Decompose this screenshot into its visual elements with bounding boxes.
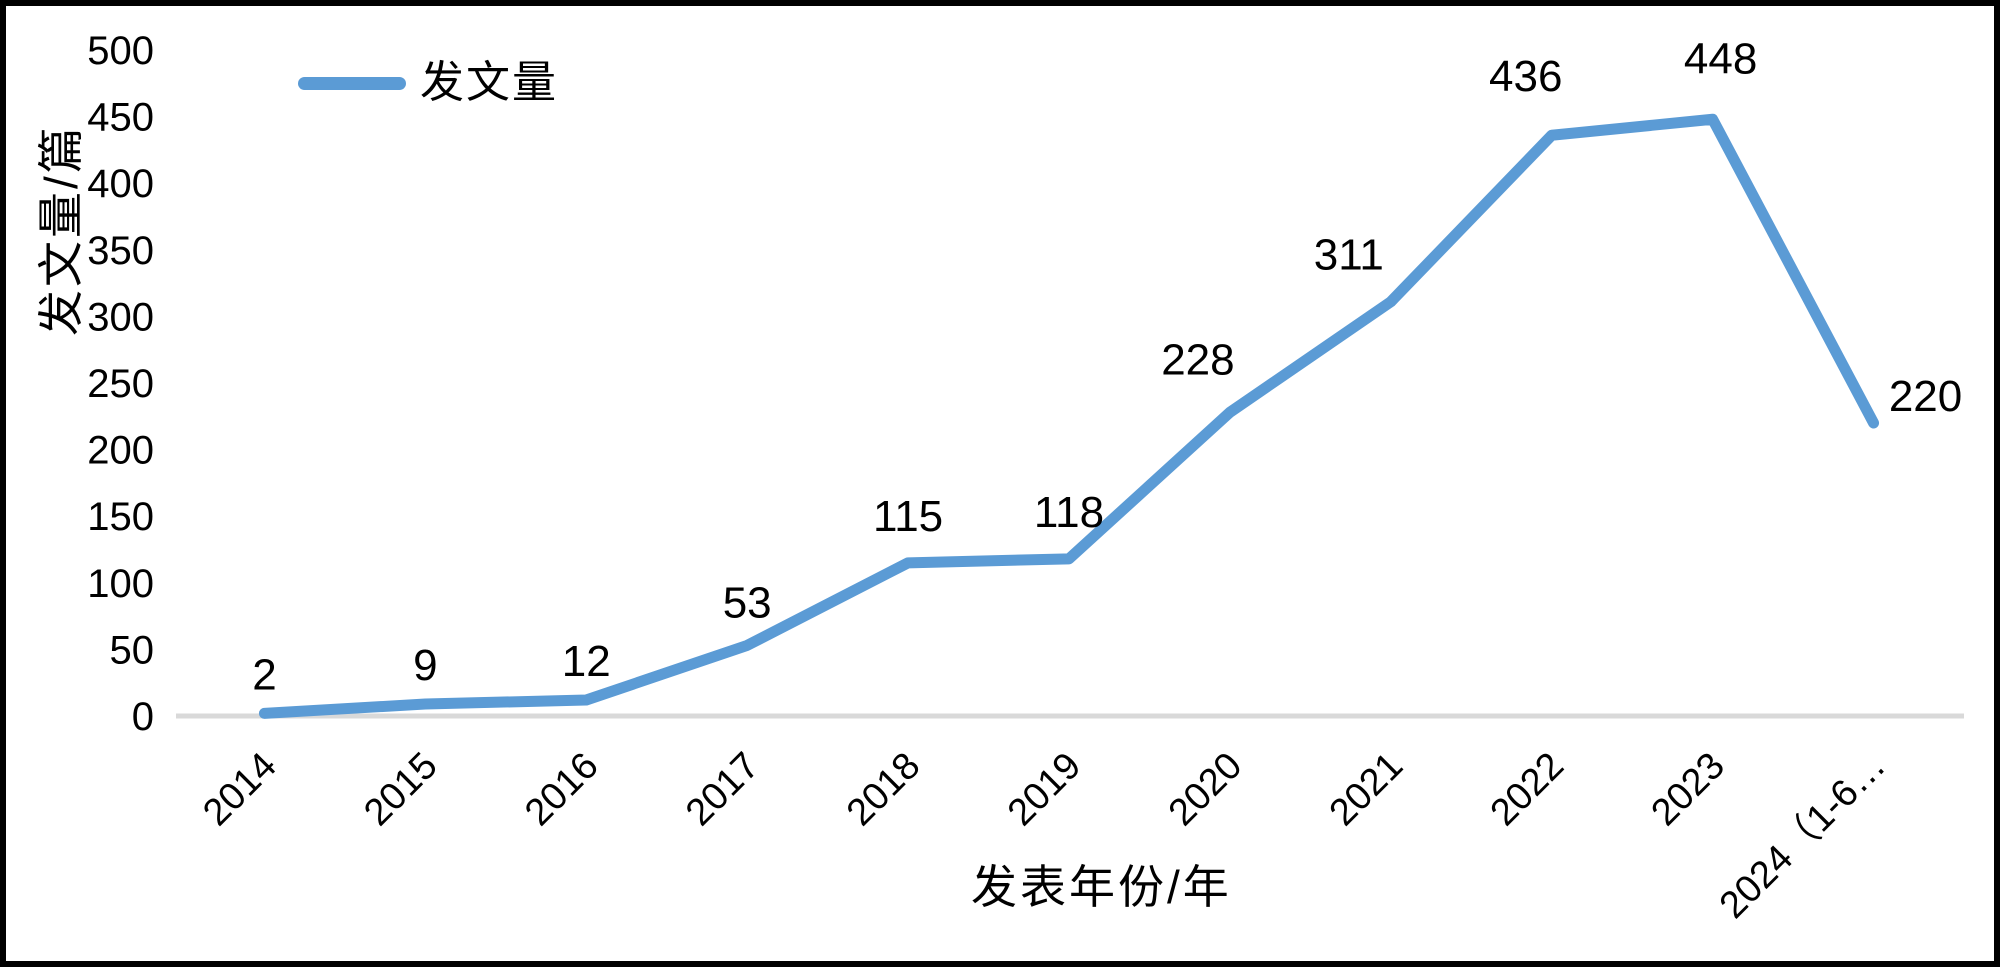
y-tick-label: 400 xyxy=(87,162,154,206)
series-line xyxy=(258,113,1880,719)
x-tick-label: 2024（1-6… xyxy=(1712,745,1894,927)
y-tick-label: 50 xyxy=(110,628,155,672)
y-tick-label: 250 xyxy=(87,362,154,406)
data-point-label: 118 xyxy=(1034,488,1104,537)
line-chart: 0 50 100 150 200 250 300 350 400 450 500 2014 2015 20… xyxy=(87,29,1964,927)
legend-label: 发文量 xyxy=(420,58,558,107)
data-point-label: 448 xyxy=(1684,34,1757,83)
data-point-label: 220 xyxy=(1889,372,1962,421)
y-tick-label: 500 xyxy=(87,29,154,73)
data-point-label: 12 xyxy=(562,637,611,686)
data-point-label: 228 xyxy=(1161,335,1234,384)
data-point-label: 53 xyxy=(723,578,772,627)
x-tick-label: 2020 xyxy=(1161,745,1250,834)
y-tick-label: 100 xyxy=(87,562,154,606)
x-tick-label: 2023 xyxy=(1644,745,1733,834)
x-tick-label: 2015 xyxy=(356,745,445,834)
x-tick-label: 2018 xyxy=(839,745,928,834)
data-point-label: 115 xyxy=(873,492,943,541)
x-tick-label: 2022 xyxy=(1483,745,1572,834)
legend-line-swatch xyxy=(298,76,406,90)
y-tick-label: 350 xyxy=(87,229,154,273)
x-tick-label: 2021 xyxy=(1322,745,1411,834)
x-tick-label: 2019 xyxy=(1000,745,1089,834)
legend: 发文量 xyxy=(298,61,558,105)
data-point-label: 436 xyxy=(1489,52,1562,101)
y-tick-label: 200 xyxy=(87,429,154,473)
data-point-label: 2 xyxy=(252,650,276,699)
y-tick-label: 300 xyxy=(87,295,154,339)
x-tick-label: 2016 xyxy=(517,745,606,834)
x-tick-label: 2017 xyxy=(678,745,767,834)
data-point-label: 9 xyxy=(413,641,437,690)
data-point-label: 311 xyxy=(1314,231,1384,280)
y-tick-label: 450 xyxy=(87,96,154,140)
x-tick-label: 2014 xyxy=(195,745,284,834)
y-tick-label: 150 xyxy=(87,495,154,539)
y-tick-label: 0 xyxy=(132,695,154,739)
